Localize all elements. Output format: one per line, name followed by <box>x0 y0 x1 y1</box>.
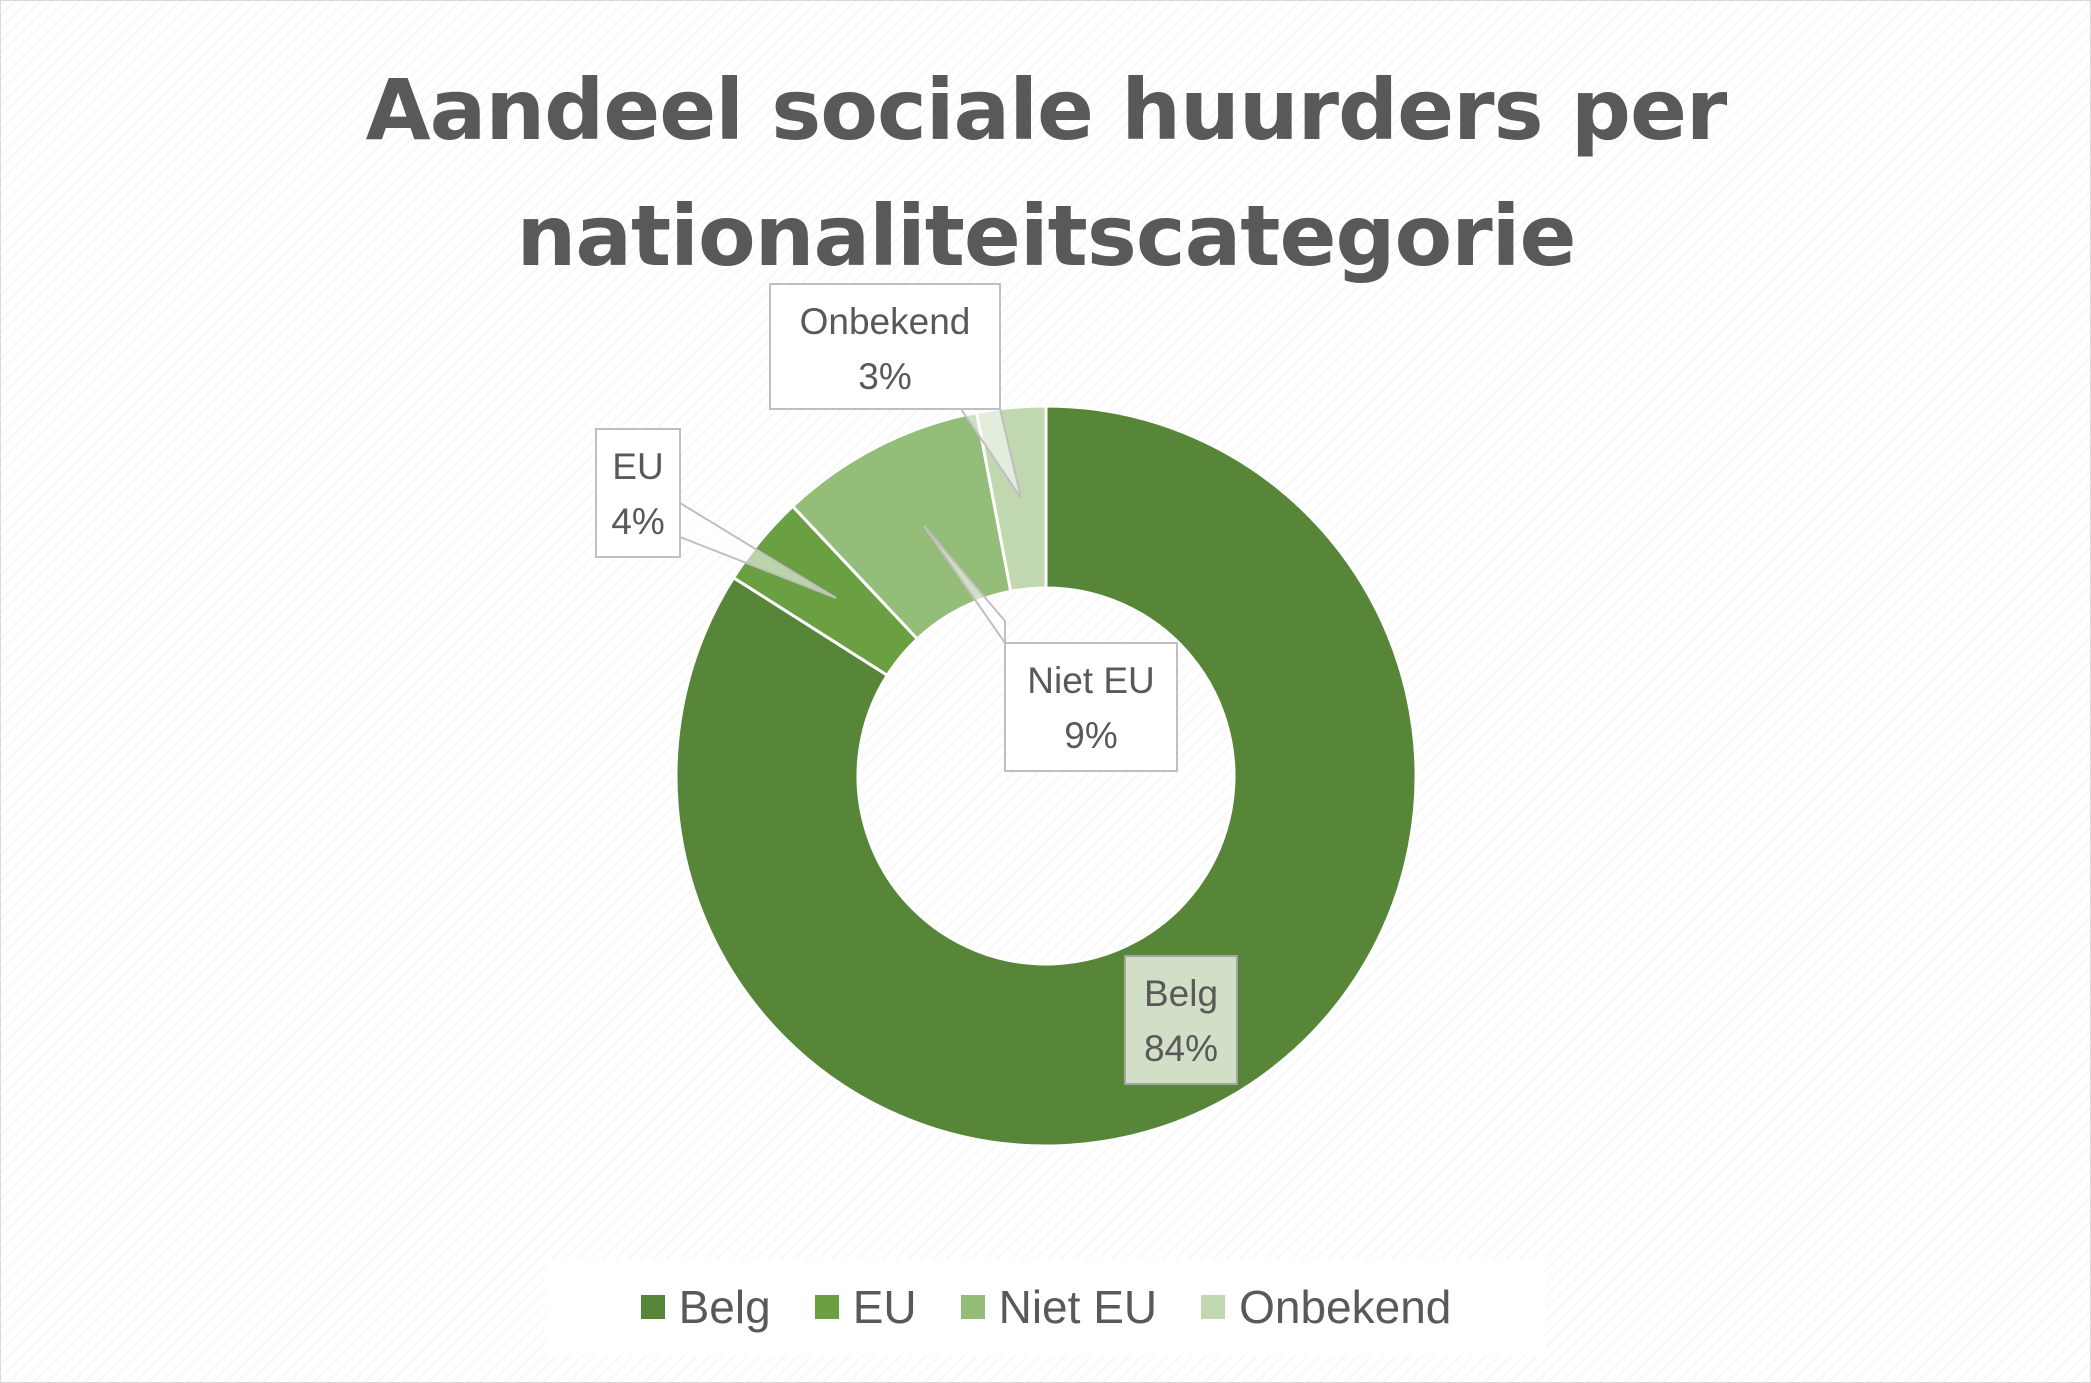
data-label-eu: EU 4% <box>595 428 681 558</box>
chart-title: Aandeel sociale huurders per nationalite… <box>365 61 1728 285</box>
data-label-category: Belg <box>1144 973 1218 1014</box>
data-label-niet-eu: Niet EU 9% <box>1004 642 1178 772</box>
data-label-value: 84% <box>1144 1028 1218 1069</box>
data-label-value: 4% <box>611 501 664 542</box>
data-label-box <box>1124 955 1238 1085</box>
legend-swatch <box>1201 1295 1226 1319</box>
data-label-onbekend: Onbekend 3% <box>769 283 1001 410</box>
data-label-box <box>1004 642 1178 772</box>
legend-swatch <box>640 1295 665 1319</box>
legend-label: EU <box>852 1281 917 1333</box>
legend-label: Belg <box>678 1281 771 1333</box>
data-label-value: 9% <box>1064 715 1117 756</box>
legend-item-belg: Belg <box>640 1280 771 1334</box>
data-labels: Belg 84% EU 4% Niet EU 9% Onbekend 3% <box>595 283 1238 1085</box>
legend-item-onbekend: Onbekend <box>1201 1280 1451 1334</box>
legend-swatch <box>814 1295 839 1319</box>
data-label-box <box>769 283 1001 410</box>
data-label-category: EU <box>612 446 663 487</box>
data-label-value: 3% <box>858 356 911 397</box>
data-label-belg: Belg 84% <box>1124 955 1238 1085</box>
chart-legend: Belg EU Niet EU Onbekend <box>546 1259 1546 1355</box>
legend-item-eu: EU <box>814 1280 917 1334</box>
data-label-category: Onbekend <box>800 301 971 342</box>
data-label-category: Niet EU <box>1027 660 1154 701</box>
legend-label: Onbekend <box>1239 1281 1452 1333</box>
leader-niet-eu <box>923 525 1006 647</box>
legend-swatch <box>960 1295 985 1319</box>
legend-item-niet-eu: Niet EU <box>960 1280 1158 1334</box>
donut-slices <box>674 404 1418 1148</box>
data-label-box <box>595 428 681 558</box>
legend-label: Niet EU <box>998 1281 1158 1333</box>
